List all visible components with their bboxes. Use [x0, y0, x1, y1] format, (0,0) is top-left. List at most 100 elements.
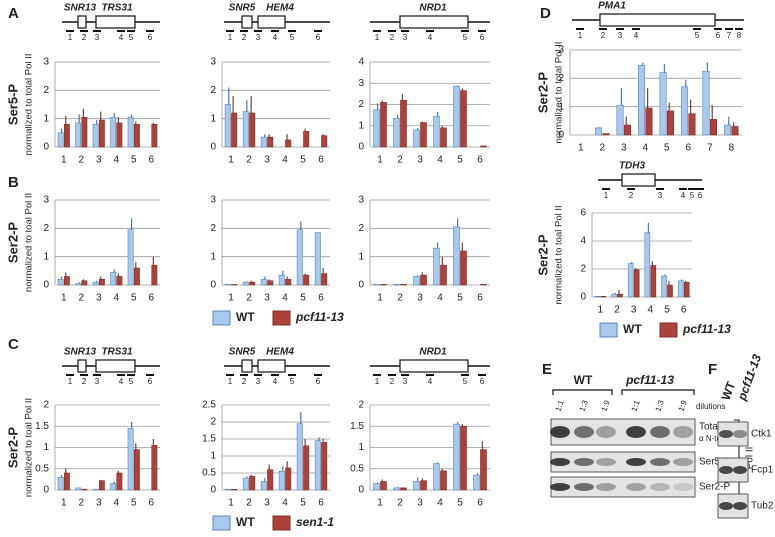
bar [420, 274, 427, 286]
blot-row-label: Ser2-P [699, 482, 730, 493]
gene-box [95, 359, 136, 373]
bar [680, 86, 689, 136]
bar [611, 293, 617, 298]
gene-box [399, 15, 469, 29]
y-tick-label: 0 [43, 485, 49, 496]
y-axis-label: Ser2-P [5, 427, 20, 469]
legend-label: WT [623, 322, 642, 336]
x-tick-label: 6 [477, 155, 483, 166]
bar [473, 474, 480, 491]
primer-label: 3 [403, 377, 408, 386]
dilutions-label: dilutions [696, 402, 725, 411]
x-tick-label: 2 [614, 305, 620, 316]
bar [453, 86, 460, 148]
group-label: WT [719, 379, 739, 402]
x-tick-label: 6 [148, 293, 154, 304]
blot-band [574, 458, 594, 466]
bar [267, 136, 274, 148]
dilution-label: 1:3 [578, 399, 590, 413]
y-tick-label: 3 [43, 57, 49, 68]
x-tick-label: 4 [437, 155, 443, 166]
primer-label: 3 [95, 33, 100, 42]
bar [723, 124, 732, 136]
y-tick-label: 2 [210, 417, 216, 428]
y-tick-label: 2 [43, 223, 49, 234]
y-axis-sublabel: normalized to toal Pol II [554, 205, 565, 304]
bar [433, 463, 440, 491]
bar [242, 281, 249, 286]
bar [296, 423, 303, 491]
bar [702, 70, 710, 136]
gene-box [621, 173, 656, 187]
x-tick-label: 3 [264, 498, 270, 509]
blot-band [626, 458, 646, 466]
dilution-label: 1:9 [600, 399, 612, 413]
bar [667, 284, 673, 298]
legend-swatch [272, 310, 291, 326]
blot-band [596, 483, 616, 491]
bar [92, 488, 99, 491]
x-tick-label: 8 [728, 143, 734, 154]
blot-band [626, 483, 646, 491]
x-tick-label: 3 [264, 155, 270, 166]
gene-box [77, 15, 87, 29]
bar [81, 488, 88, 491]
gene-name: SNR5 [229, 347, 256, 358]
x-tick-label: 5 [664, 143, 670, 154]
y-tick-label: 2 [358, 400, 364, 411]
y-tick-label: 0 [358, 280, 364, 291]
blot-band [719, 466, 733, 474]
dilution-label: 1:1 [554, 399, 566, 413]
y-tick-label: 3 [210, 195, 216, 206]
primer-label: 5 [695, 31, 700, 40]
bar [98, 119, 105, 148]
x-tick-label: 2 [246, 293, 252, 304]
primer-label: 5 [290, 377, 295, 386]
panel-letter: A [8, 5, 19, 22]
x-tick-label: 3 [631, 305, 637, 316]
y-tick-label: 1.5 [35, 421, 49, 432]
bar [617, 293, 623, 298]
y-tick-label: 0.5 [350, 463, 364, 474]
bar [81, 116, 88, 148]
x-tick-label: 2 [78, 155, 84, 166]
bar [110, 116, 117, 148]
bar [688, 113, 696, 136]
y-tick-label: 0 [210, 142, 216, 153]
blot-band [574, 483, 594, 491]
bar [393, 487, 400, 491]
bar [380, 284, 387, 286]
bar [151, 445, 158, 491]
bar [133, 267, 140, 286]
y-tick-label: 0.5 [202, 468, 216, 479]
y-tick-label: 4 [358, 57, 364, 68]
y-tick-label: 1.5 [202, 434, 216, 445]
x-tick-label: 3 [417, 155, 423, 166]
gene-name: TRS31 [101, 347, 133, 358]
primer-label: 5 [129, 33, 134, 42]
bar [242, 111, 249, 148]
bar [133, 124, 140, 148]
bar [63, 472, 70, 491]
primer-label: 1 [68, 33, 73, 42]
y-tick-label: 0 [210, 280, 216, 291]
primer-label: 5 [690, 191, 695, 200]
group-label: pcf11-13 [625, 373, 674, 387]
group-bracket [552, 389, 613, 395]
bar [267, 280, 274, 286]
bar [116, 472, 123, 491]
x-tick-label: 1 [377, 293, 383, 304]
x-tick-label: 6 [681, 305, 687, 316]
pol-label: Pol II [745, 447, 756, 470]
blot-row-label: Ctk1 [751, 429, 772, 440]
bar [413, 129, 420, 148]
dilution-label: 1:3 [654, 399, 666, 413]
bar [267, 469, 274, 491]
x-tick-label: 4 [437, 498, 443, 509]
y-axis-label: Ser2-P [5, 222, 20, 264]
bar [373, 483, 380, 491]
blot-band [733, 430, 747, 438]
legend-label: pcf11-13 [295, 310, 344, 324]
x-tick-label: 4 [113, 293, 119, 304]
